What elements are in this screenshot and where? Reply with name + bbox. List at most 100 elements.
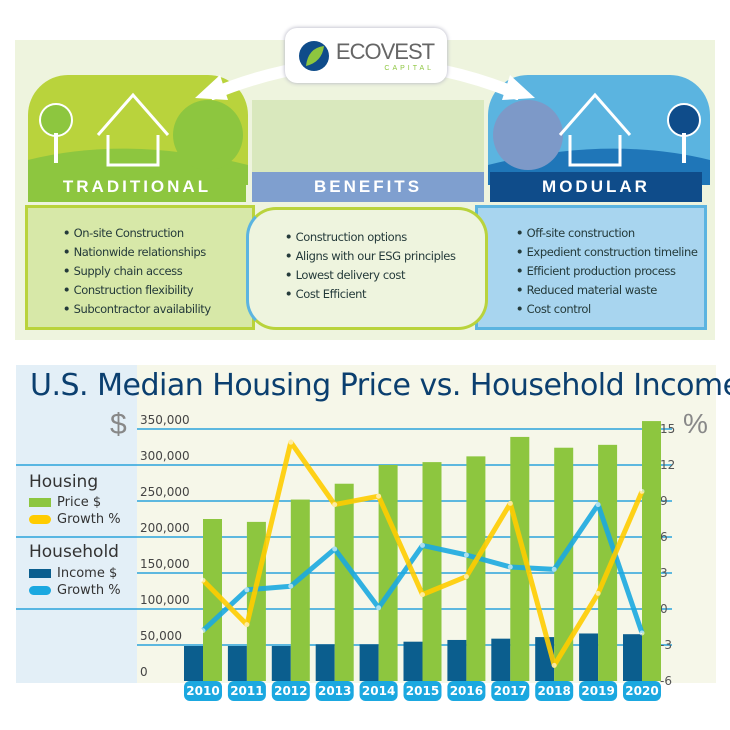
list-item: Aligns with our ESG principles (285, 249, 485, 263)
legend-label: Growth % (57, 583, 121, 598)
modular-header: MODULAR (490, 172, 702, 202)
housing-price-bar (378, 465, 398, 681)
year-label-bg (535, 681, 574, 701)
legend-income-growth: Growth % (29, 583, 121, 598)
benefits-image (252, 100, 484, 172)
right-tick-label: 12 (660, 458, 675, 472)
income-bar (403, 641, 423, 681)
year-label-bg (403, 681, 442, 701)
list-item: Cost control (516, 302, 704, 316)
housing-price-bar (290, 499, 310, 681)
ecovest-logo: ECOVEST CAPITAL (285, 28, 447, 83)
year-label: 2020 (625, 684, 658, 698)
income-bar (184, 646, 203, 681)
housing-growth-point (463, 574, 469, 580)
household-growth-point (551, 566, 557, 572)
income-bar (491, 638, 511, 681)
legend-panel (16, 365, 137, 683)
left-tick-label: 100,000 (140, 593, 190, 607)
income-bar (623, 634, 642, 681)
year-label: 2017 (494, 684, 527, 698)
housing-price-bar (422, 462, 442, 681)
year-label-bg (227, 681, 266, 701)
housing-price-bar (598, 444, 618, 681)
list-item: Cost Efficient (285, 287, 485, 301)
income-bar (579, 633, 599, 681)
left-tick-label: 0 (140, 665, 148, 679)
housing-growth-point (332, 502, 338, 508)
traditional-house-icon (28, 92, 248, 185)
year-label: 2018 (537, 684, 570, 698)
leaf-logo-icon (298, 40, 329, 71)
year-label: 2012 (274, 684, 307, 698)
household-growth-point (639, 630, 645, 636)
list-item: Expedient construction timeline (516, 245, 704, 259)
household-growth-point (595, 502, 601, 508)
year-label-bg (184, 681, 222, 701)
income-bar (359, 644, 379, 681)
right-tick-label: 6 (660, 530, 668, 544)
legend-swatch (29, 586, 51, 595)
list-item: Construction options (285, 230, 485, 244)
housing-price-bar (642, 421, 661, 681)
list-item: Nationwide relationships (63, 245, 252, 259)
housing-price-bar (466, 456, 486, 681)
legend-housing-growth: Growth % (29, 512, 121, 527)
year-label: 2010 (186, 684, 219, 698)
list-item: Lowest delivery cost (285, 268, 485, 282)
legend-swatch (29, 569, 51, 578)
legend-housing-heading: Housing (29, 472, 99, 492)
income-bar (315, 644, 335, 681)
housing-growth-point (595, 590, 601, 596)
housing-growth-point (551, 662, 557, 668)
year-label: 2015 (406, 684, 439, 698)
housing-growth-point (420, 592, 425, 598)
year-label: 2016 (450, 684, 483, 698)
legend-swatch (29, 515, 51, 524)
right-tick-label: 9 (660, 494, 668, 508)
housing-price-bar (203, 519, 222, 681)
left-tick-label: 350,000 (140, 413, 190, 427)
list-item: Subcontractor availability (63, 302, 252, 316)
legend-income: Income $ (29, 566, 117, 581)
right-tick-label: 0 (660, 602, 668, 616)
left-tick-label: 250,000 (140, 485, 190, 499)
legend-label: Income $ (57, 566, 118, 581)
chart-title: U.S. Median Housing Price vs. Household … (30, 368, 730, 403)
housing-growth-point (507, 500, 513, 506)
household-growth-point (332, 546, 338, 552)
left-tick-label: 150,000 (140, 557, 190, 571)
legend-housing-price: Price $ (29, 495, 101, 510)
income-bar (227, 646, 247, 681)
right-axis-unit: % (683, 408, 708, 439)
year-label: 2011 (230, 684, 263, 698)
housing-growth-point (639, 488, 645, 494)
year-label-bg (579, 681, 618, 701)
list-item: Efficient production process (516, 264, 704, 278)
year-label-bg (447, 681, 486, 701)
left-tick-label: 300,000 (140, 449, 190, 463)
legend-label: Price $ (57, 495, 102, 510)
right-tick-label: 3 (660, 566, 668, 580)
housing-growth-point (244, 622, 250, 628)
year-label-bg (623, 681, 661, 701)
income-bar (271, 646, 291, 681)
benefits-header: BENEFITS (252, 172, 484, 202)
benefits-list: Construction options Aligns with our ESG … (246, 207, 488, 330)
year-label-bg (491, 681, 530, 701)
household-growth-point (463, 552, 469, 558)
left-tick-label: 200,000 (140, 521, 190, 535)
list-item: Reduced material waste (516, 283, 704, 297)
list-item: On-site Construction (63, 226, 252, 240)
income-bar (447, 639, 467, 681)
housing-growth-point (288, 439, 294, 445)
housing-growth-point (200, 577, 206, 583)
brand-name: ECOVEST (335, 39, 435, 64)
housing-price-bar (510, 436, 530, 681)
household-growth-point (420, 542, 425, 548)
household-growth-point (507, 564, 513, 570)
legend-label: Growth % (57, 512, 121, 527)
left-axis-unit: $ (110, 408, 127, 441)
year-label: 2019 (581, 684, 614, 698)
